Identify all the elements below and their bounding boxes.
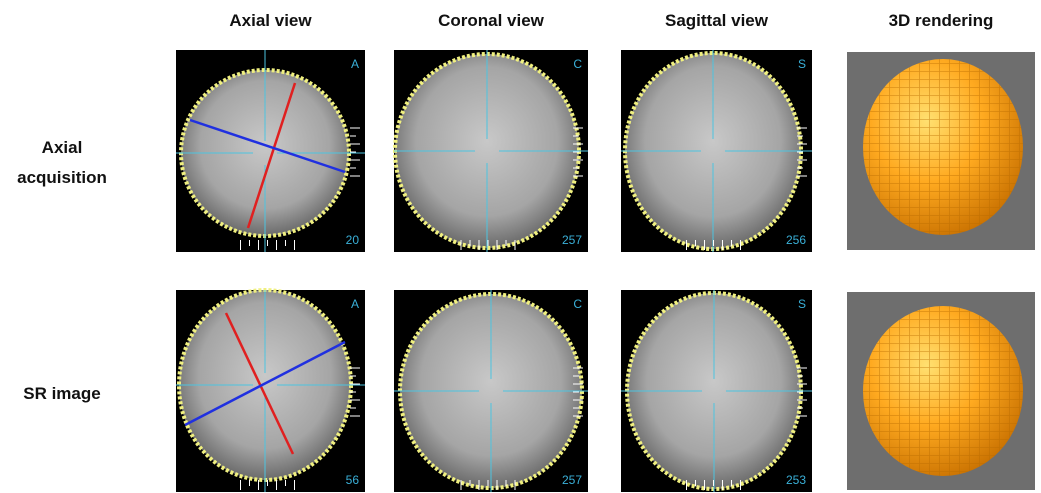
row-label: Axial acquisition	[17, 138, 107, 187]
image-panel: S 256	[621, 50, 812, 252]
column-header: Coronal view	[438, 11, 545, 30]
row-label: SR image	[23, 384, 101, 403]
rendered-volume-steps	[863, 306, 1023, 476]
rendering-panel	[847, 292, 1035, 490]
phantom	[400, 294, 582, 488]
phantom	[625, 53, 801, 249]
slice-number: 253	[786, 473, 806, 487]
slice-number: 20	[346, 233, 360, 247]
view-letter: A	[351, 297, 359, 311]
rendered-volume-steps	[863, 59, 1023, 235]
view-letter: C	[573, 297, 582, 311]
image-panel: A 20	[176, 50, 365, 252]
slice-number: 257	[562, 233, 582, 247]
slice-number: 257	[562, 473, 582, 487]
column-header: Axial view	[229, 11, 312, 30]
column-header: 3D rendering	[889, 11, 994, 30]
phantom	[181, 70, 349, 236]
view-letter: S	[798, 57, 806, 71]
axis-line	[224, 312, 295, 455]
slice-number: 56	[346, 473, 360, 487]
rendering-panel	[847, 52, 1035, 250]
phantom	[179, 290, 351, 480]
axis-line	[189, 118, 346, 174]
image-panel: C 257	[394, 290, 588, 492]
view-letter: S	[798, 297, 806, 311]
view-letter: A	[351, 57, 359, 71]
image-panel: C 257	[393, 50, 588, 252]
image-panel: A 56	[176, 288, 365, 492]
image-panel: S 253	[621, 290, 812, 492]
view-letter: C	[573, 57, 582, 71]
axis-line	[184, 340, 346, 427]
slice-number: 256	[786, 233, 806, 247]
phantom	[627, 293, 801, 489]
phantom	[395, 54, 579, 248]
axis-line	[246, 82, 297, 229]
column-header: Sagittal view	[665, 11, 769, 30]
